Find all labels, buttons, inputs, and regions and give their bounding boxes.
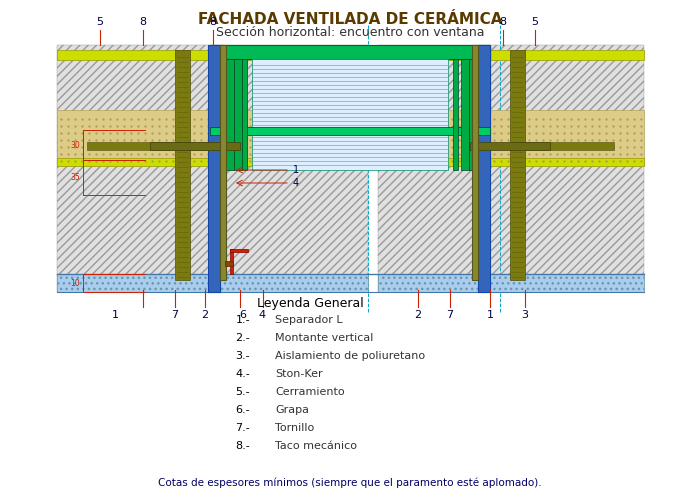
Bar (469, 59, 476, 170)
Text: 4: 4 (293, 178, 299, 188)
Text: 1: 1 (111, 310, 118, 320)
Text: 2: 2 (414, 310, 421, 320)
Text: Tornillo: Tornillo (275, 423, 314, 433)
Text: 3: 3 (522, 310, 528, 320)
Text: 2: 2 (202, 310, 209, 320)
Text: 1: 1 (293, 165, 299, 175)
Bar (378, 45, 644, 292)
Text: 4: 4 (258, 310, 265, 320)
Text: 30: 30 (70, 140, 80, 149)
Bar (87, 142, 215, 150)
Text: 2.-: 2.- (235, 333, 250, 343)
Text: 6.-: 6.- (235, 405, 250, 415)
Text: 1.-: 1.- (235, 315, 250, 325)
Bar (510, 50, 525, 280)
Bar (453, 59, 458, 170)
Bar (175, 50, 190, 280)
Bar (234, 59, 242, 170)
Text: 6: 6 (239, 310, 246, 320)
Bar (210, 45, 490, 59)
Bar (525, 142, 614, 150)
Bar (472, 45, 478, 280)
Bar (242, 59, 247, 170)
Text: 1: 1 (486, 310, 493, 320)
Bar (208, 45, 220, 292)
Bar (461, 59, 469, 170)
Text: 7: 7 (447, 310, 454, 320)
Text: 7.-: 7.- (235, 423, 250, 433)
Text: 3.-: 3.- (235, 351, 250, 361)
Text: Leyenda General: Leyenda General (257, 297, 363, 310)
Bar (230, 249, 248, 252)
Bar (57, 158, 368, 166)
Text: Ston-Ker: Ston-Ker (275, 369, 323, 379)
Bar (378, 158, 644, 166)
Text: 8: 8 (139, 17, 146, 27)
Bar (210, 127, 490, 135)
Bar (230, 249, 233, 274)
Text: FACHADA VENTILADA DE CERÁMICA: FACHADA VENTILADA DE CERÁMICA (197, 12, 503, 27)
Text: 5: 5 (97, 17, 104, 27)
Text: 5: 5 (531, 17, 538, 27)
Bar (378, 50, 644, 60)
Text: Separador L: Separador L (275, 315, 342, 325)
Text: 5.-: 5.- (235, 387, 250, 397)
Text: 4.-: 4.- (235, 369, 250, 379)
Bar (252, 59, 448, 170)
Text: Taco mecánico: Taco mecánico (275, 441, 357, 451)
Text: Aislamiento de poliuretano: Aislamiento de poliuretano (275, 351, 425, 361)
Text: 10: 10 (71, 278, 80, 287)
Bar (210, 45, 224, 170)
Bar (57, 50, 368, 60)
Bar (225, 261, 233, 266)
Bar (378, 110, 644, 165)
Text: 8: 8 (209, 17, 216, 27)
Bar (57, 274, 368, 292)
Text: 35: 35 (70, 174, 80, 182)
Text: Cerramiento: Cerramiento (275, 387, 344, 397)
Text: 8.-: 8.- (235, 441, 250, 451)
Text: 7: 7 (172, 310, 178, 320)
Bar (470, 142, 550, 150)
Bar (57, 110, 368, 165)
Bar (57, 45, 368, 292)
Bar (224, 59, 234, 170)
Text: 8: 8 (499, 17, 507, 27)
Text: Sección horizontal: encuentro con ventana: Sección horizontal: encuentro con ventan… (216, 26, 484, 39)
Bar (220, 45, 226, 280)
Bar (378, 274, 644, 292)
Bar (150, 142, 240, 150)
Text: Montante vertical: Montante vertical (275, 333, 373, 343)
Bar (478, 45, 490, 292)
Text: Cotas de espesores mínimos (siempre que el paramento esté aplomado).: Cotas de espesores mínimos (siempre que … (158, 478, 542, 488)
Text: Grapa: Grapa (275, 405, 309, 415)
Bar (476, 45, 490, 170)
